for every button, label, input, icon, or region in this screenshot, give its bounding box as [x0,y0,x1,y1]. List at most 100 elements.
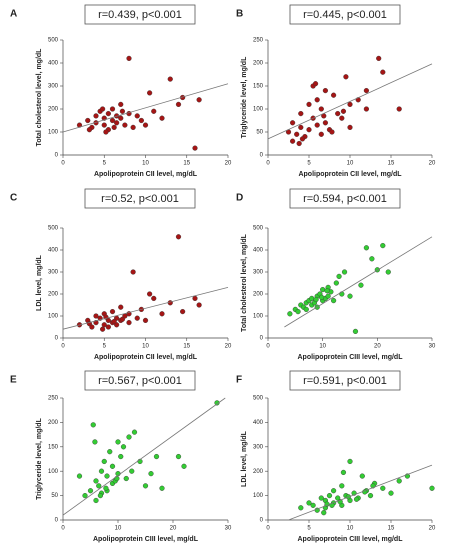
point [329,129,335,135]
point [90,422,96,428]
point [103,485,109,491]
point [147,291,153,297]
y-tick-label: 150 [48,444,59,450]
point [111,318,117,325]
point [347,293,353,299]
point [151,295,157,302]
point [358,282,364,288]
y-tick-label: 50 [51,493,58,499]
point [105,110,111,117]
y-tick-label: 200 [48,292,59,298]
point [298,124,304,131]
y-tick-label: 400 [253,248,264,254]
y-tick-label: 100 [48,130,59,136]
point [82,493,88,499]
y-tick-label: 200 [253,469,264,475]
point [131,429,138,435]
point [321,510,327,516]
point [118,101,124,108]
point [151,108,157,114]
point [123,475,129,482]
x-axis-title: Apolipoprotein CII level, mg/dL [94,171,198,178]
fit-line [267,63,433,140]
point [126,434,132,440]
y-tick-label: 200 [253,292,264,298]
point [318,294,325,300]
point [352,328,359,335]
point [295,309,301,315]
point [313,296,319,303]
y-tick-label: 500 [253,396,264,402]
point [119,316,126,322]
point [340,108,347,114]
x-tick-label: 0 [266,526,270,532]
point [359,473,365,479]
point [175,453,182,460]
point [325,293,331,299]
point [322,87,329,94]
y-axis-title: Triglyceride level, mg/dL [241,56,248,138]
point [98,468,105,474]
y-tick-label: 0 [260,153,264,159]
x-axis-title: Apolipoprotein CII level, mg/dL [94,354,198,361]
point [138,117,144,124]
point [335,495,341,501]
point [196,302,202,308]
point [159,115,165,121]
x-tick-label: 20 [170,526,177,532]
point [92,439,98,445]
point [153,453,160,460]
x-tick-label: 20 [225,161,232,167]
point [104,473,110,479]
y-tick-label: 0 [260,518,264,524]
x-tick-label: 5 [103,161,107,167]
point [347,458,353,465]
point [336,273,342,280]
y-axis-title: Total cholesterol level, mg/dL [36,48,43,147]
panel-letter: C [10,193,17,204]
point [333,280,339,286]
panel-letter: B [236,9,243,20]
point [148,471,154,477]
panel-letter: D [236,193,243,204]
point [290,138,296,144]
point [129,468,135,474]
x-tick-label: 5 [307,526,311,532]
y-tick-label: 400 [48,61,59,67]
x-axis-title: Apolipoprotein CIII level, mg/dL [297,354,403,361]
y-tick-label: 300 [48,270,59,276]
y-tick-label: 300 [253,270,264,276]
point [340,469,347,476]
point [287,311,293,317]
point [343,74,349,80]
point [114,120,120,126]
annotation: r=0.439, p<0.001 [98,9,182,21]
point [114,475,120,482]
point [380,485,386,491]
fit-line [288,464,433,521]
point [96,483,102,489]
point [331,92,337,98]
point [314,97,320,103]
annotation-box [289,188,401,209]
y-tick-label: 100 [48,314,59,320]
point [99,326,106,332]
point [93,113,99,119]
y-tick-label: 500 [48,226,59,232]
point [376,55,382,62]
point [175,101,182,108]
y-tick-label: 300 [48,84,59,90]
point [312,81,319,87]
x-tick-label: 20 [225,344,232,350]
point [324,288,330,294]
y-tick-label: 0 [55,336,59,342]
y-tick-label: 100 [253,107,264,113]
point [93,478,99,484]
x-tick-label: 15 [183,161,190,167]
fit-line [284,236,433,328]
point [167,76,173,82]
point [303,306,309,313]
panel-letter: A [10,9,17,20]
y-tick-label: 0 [55,518,59,524]
